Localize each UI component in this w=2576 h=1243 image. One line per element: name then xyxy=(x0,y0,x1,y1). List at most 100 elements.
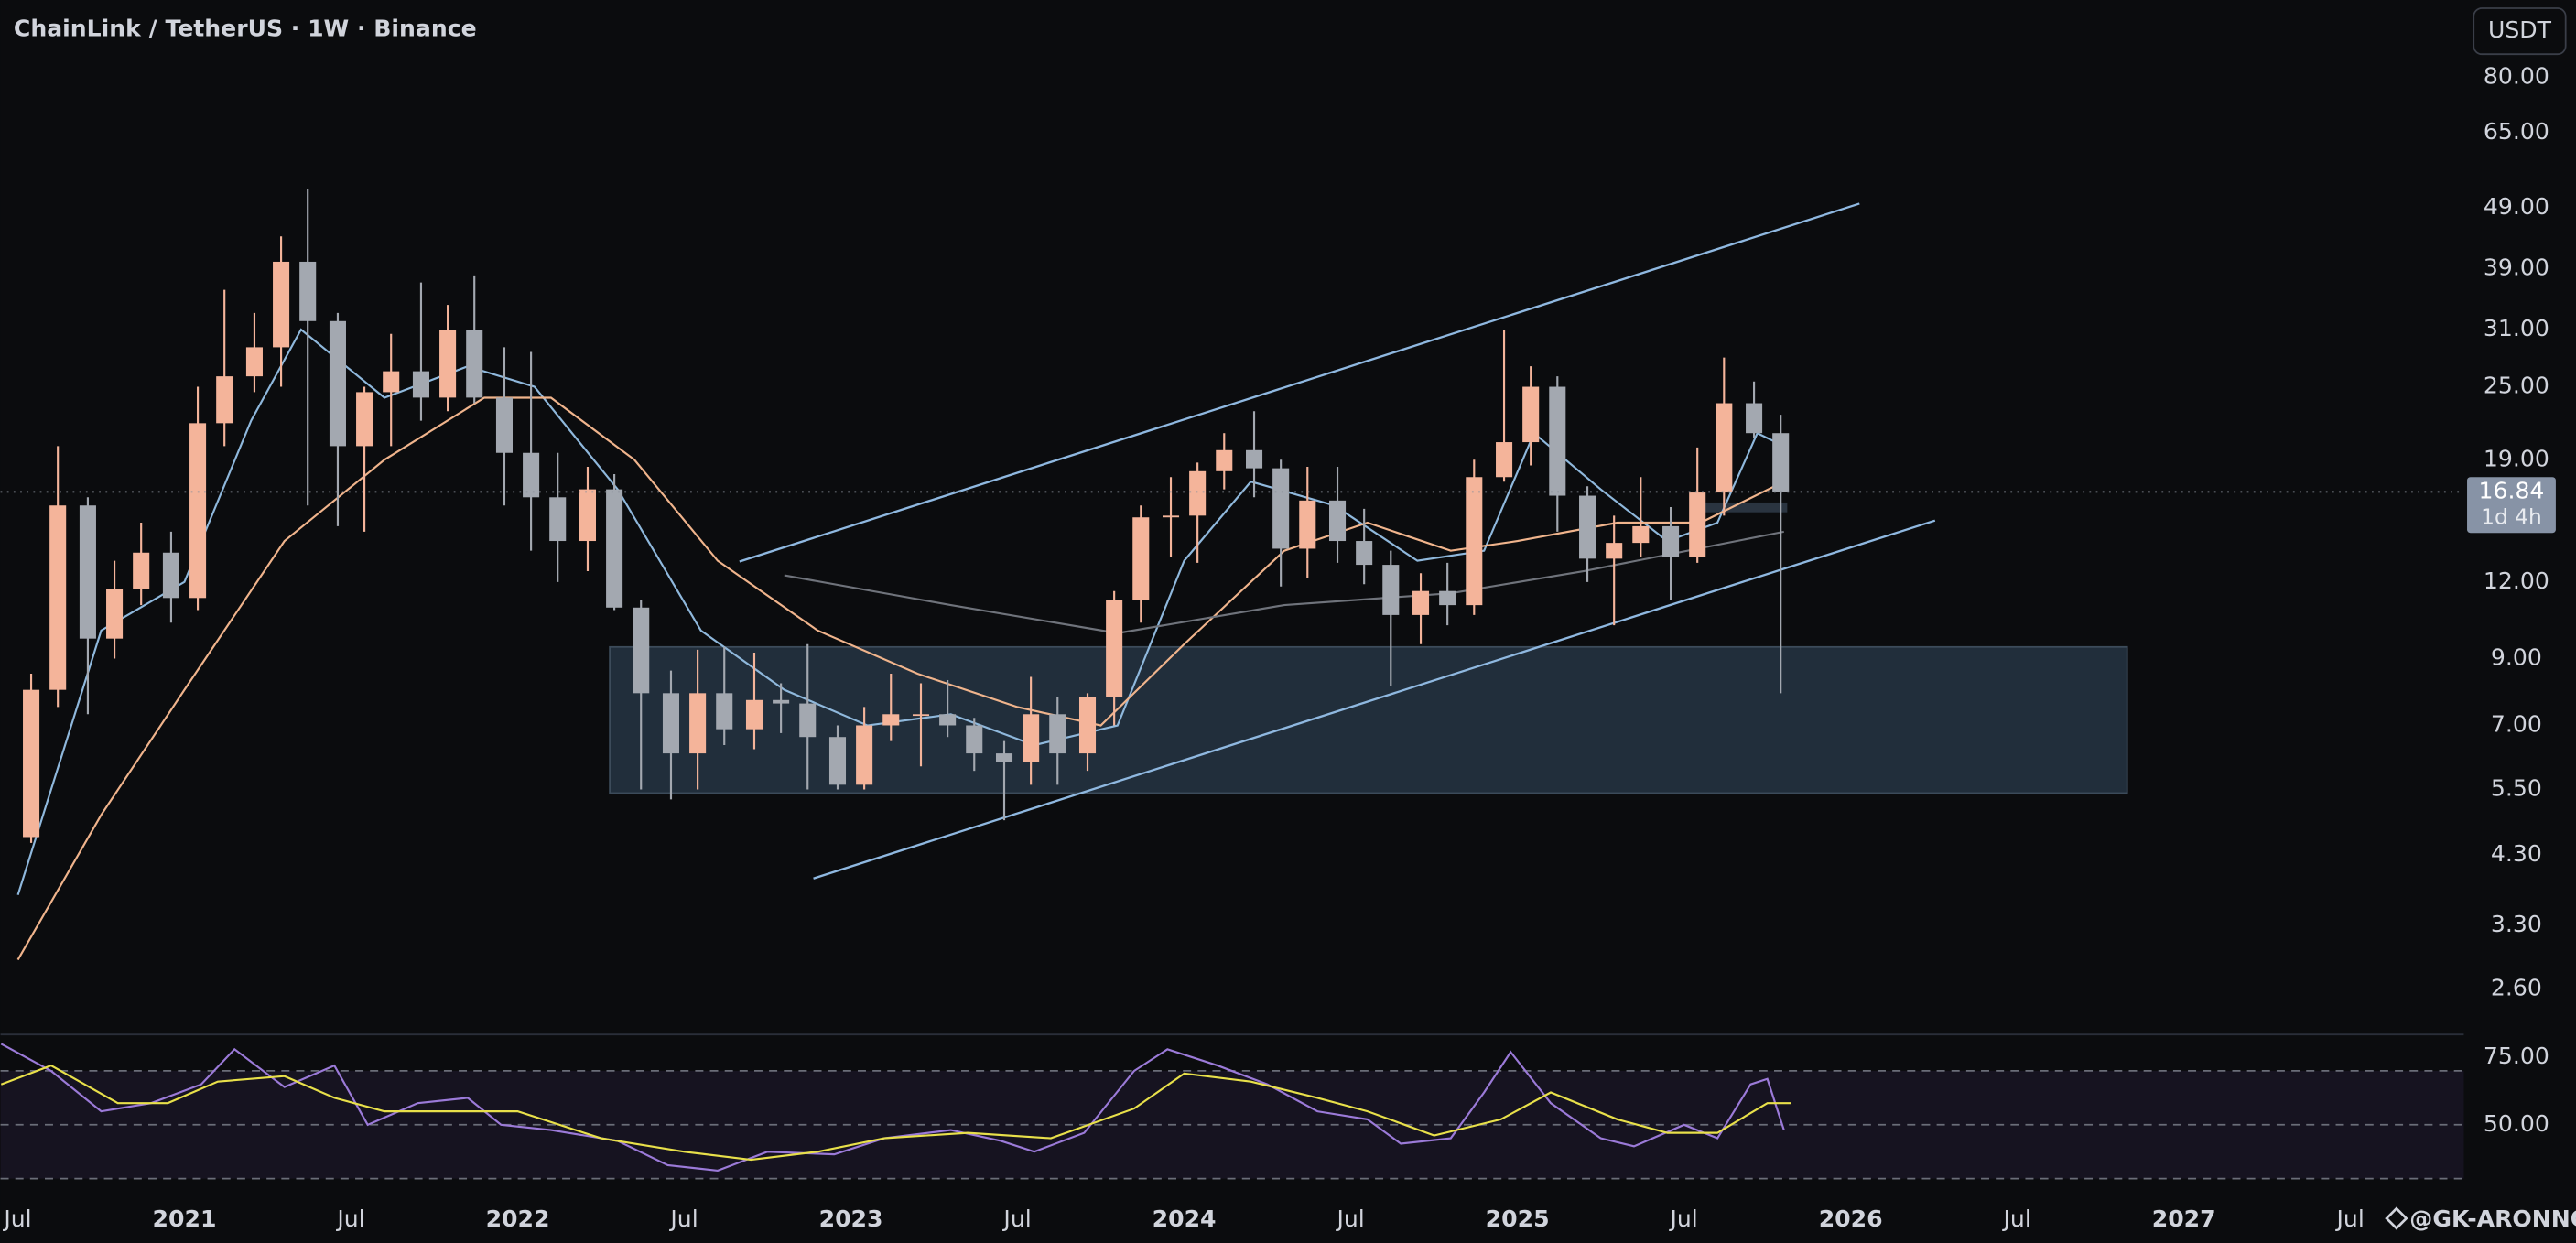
x-tick-label: Jul xyxy=(2335,1205,2365,1232)
y-tick-label: 2.60 xyxy=(2491,974,2542,1000)
candle-body xyxy=(1579,495,1596,559)
x-tick-label: 2022 xyxy=(486,1205,550,1232)
channel-upper xyxy=(739,202,1860,563)
y-tick-label: 31.00 xyxy=(2484,315,2549,341)
moving-average xyxy=(16,396,1785,961)
candle-body xyxy=(912,714,930,717)
candle-body xyxy=(856,725,873,785)
candle-body xyxy=(1382,565,1400,615)
rsi-tick-label: 50.00 xyxy=(2484,1110,2549,1137)
candle-body xyxy=(1716,403,1733,493)
x-tick-label: Jul xyxy=(2002,1205,2031,1232)
candle-body xyxy=(633,607,650,694)
y-tick-label: 49.00 xyxy=(2484,193,2549,220)
candle-body xyxy=(1662,525,1680,557)
candle-body xyxy=(1522,386,1540,443)
x-tick-label: Jul xyxy=(1668,1205,1697,1232)
watermark: @GK-ARONNO xyxy=(2409,1205,2576,1232)
candle-body xyxy=(1356,541,1373,566)
candle-body xyxy=(245,347,263,377)
watermark-icon xyxy=(2385,1206,2408,1230)
candle-body xyxy=(1412,590,1430,615)
last-price-label: 16.84 xyxy=(2479,477,2545,503)
y-tick-label: 7.00 xyxy=(2491,710,2542,737)
candle-body xyxy=(1049,714,1066,754)
chart-title: ChainLink / TetherUS · 1W · Binance xyxy=(14,15,477,41)
candle-body xyxy=(106,589,124,639)
candle-body xyxy=(1329,500,1347,542)
candle-body xyxy=(216,376,233,424)
candle-body xyxy=(162,552,179,599)
x-tick-label: 2026 xyxy=(1819,1205,1883,1232)
candle-body xyxy=(549,497,567,542)
candle-body xyxy=(939,714,957,726)
candle-body xyxy=(828,737,847,785)
candle-body xyxy=(606,489,623,608)
watermark-logo xyxy=(2385,1206,2408,1230)
candle-body xyxy=(439,330,457,398)
countdown-label: 1d 4h xyxy=(2481,505,2542,530)
y-tick-label: 12.00 xyxy=(2484,567,2549,594)
candle-body xyxy=(799,703,817,738)
candle-body xyxy=(1272,468,1290,549)
candle-body xyxy=(745,699,763,730)
rsi-line xyxy=(0,1064,1791,1162)
candle-body xyxy=(689,693,707,754)
candle-body xyxy=(966,725,983,754)
candle-body xyxy=(1632,525,1650,544)
candle-body xyxy=(133,552,150,589)
currency-button[interactable] xyxy=(2473,7,2567,56)
candle-body xyxy=(1746,403,1763,434)
currency-button-label[interactable]: USDT xyxy=(2488,16,2552,43)
candle-body xyxy=(189,423,207,599)
candle-body xyxy=(1078,697,1097,754)
x-tick-label: Jul xyxy=(1335,1205,1364,1232)
candle-body xyxy=(466,330,483,398)
candle-body xyxy=(23,689,40,838)
candle-body xyxy=(1606,543,1623,559)
candle-body xyxy=(79,505,96,639)
candle-body xyxy=(1023,714,1040,762)
x-tick-label: Jul xyxy=(2,1205,31,1232)
candle-body xyxy=(1299,500,1316,549)
candle-body xyxy=(1162,515,1180,518)
moving-average xyxy=(784,530,1784,634)
candle-body xyxy=(299,261,317,321)
candle-body xyxy=(1466,477,1483,606)
y-tick-label: 25.00 xyxy=(2484,373,2549,399)
y-tick-label: 4.30 xyxy=(2491,840,2542,867)
candle-body xyxy=(383,371,400,393)
candle-body xyxy=(1106,600,1123,697)
candle-body xyxy=(523,452,540,498)
candle-body xyxy=(882,714,900,726)
candle-body xyxy=(49,505,67,690)
x-tick-label: 2027 xyxy=(2152,1205,2216,1232)
x-tick-label: Jul xyxy=(335,1205,364,1232)
y-tick-label: 5.50 xyxy=(2491,775,2542,802)
candle-body xyxy=(329,320,346,447)
candle-body xyxy=(1246,449,1263,469)
candle-body xyxy=(356,392,373,447)
candle-body xyxy=(1549,386,1566,496)
candle-body xyxy=(1216,449,1233,471)
candle-body xyxy=(773,699,790,704)
candle-body xyxy=(273,261,290,348)
x-tick-label: 2021 xyxy=(153,1205,217,1232)
moving-average xyxy=(16,328,1785,896)
last-price-tag xyxy=(2467,477,2556,534)
y-tick-label: 3.30 xyxy=(2491,911,2542,937)
x-tick-label: Jul xyxy=(668,1205,698,1232)
y-tick-label: 80.00 xyxy=(2484,63,2549,90)
channel-lower xyxy=(813,519,1936,880)
rsi-tick-label: 75.00 xyxy=(2484,1043,2549,1069)
rsi-line xyxy=(0,1043,1785,1172)
candle-body xyxy=(412,371,429,398)
y-tick-label: 19.00 xyxy=(2484,445,2549,471)
y-tick-label: 39.00 xyxy=(2484,254,2549,280)
y-tick-label: 65.00 xyxy=(2484,118,2549,145)
candle-body xyxy=(1189,470,1207,516)
zone-box xyxy=(1692,502,1788,513)
